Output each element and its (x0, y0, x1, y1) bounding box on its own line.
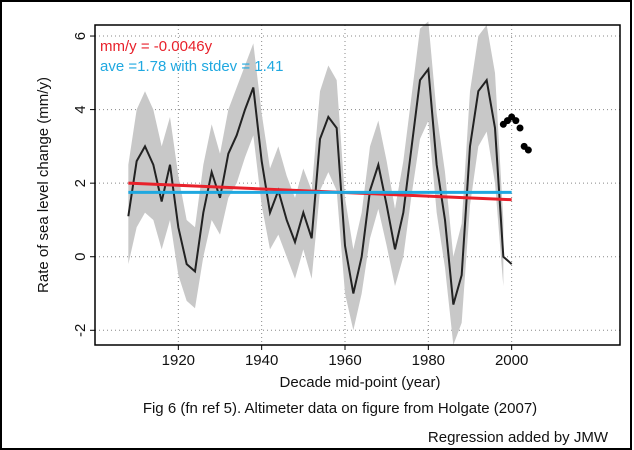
x-tick-label: 1940 (245, 352, 278, 369)
data-point (516, 124, 524, 132)
series-line (127, 66, 513, 305)
data-point (524, 146, 532, 154)
note: Regression added by JMW (428, 429, 609, 446)
x-axis-label: Decade mid-point (year) (280, 374, 441, 391)
y-tick-label: -2 (72, 324, 89, 337)
caption: Fig 6 (fn ref 5). Altimeter data on figu… (143, 400, 537, 417)
y-tick-label: 4 (72, 105, 89, 113)
x-tick-label: 1980 (412, 352, 445, 369)
x-tick-label: 1920 (162, 352, 195, 369)
data-point (512, 117, 520, 125)
annotation: ave =1.78 with stdev = 1.41 (100, 58, 283, 75)
y-tick-label: 0 (72, 253, 89, 261)
y-tick-label: 6 (72, 32, 89, 40)
annotation: mm/y = -0.0046y (100, 38, 213, 55)
x-tick-label: 1960 (328, 352, 361, 369)
x-tick-label: 2000 (495, 352, 528, 369)
y-axis-label: Rate of sea level change (mm/y) (35, 77, 52, 293)
plot-border (94, 24, 621, 346)
y-tick-label: 2 (72, 179, 89, 187)
